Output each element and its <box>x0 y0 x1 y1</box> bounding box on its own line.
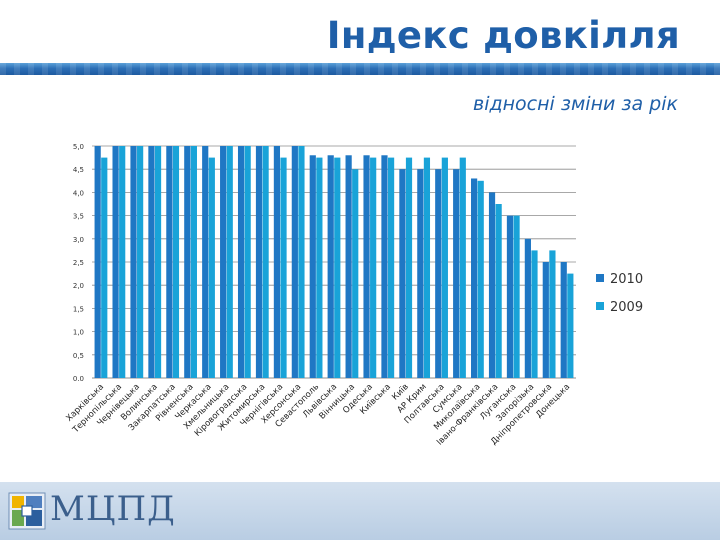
bar-2009 <box>119 146 126 378</box>
bar-2009 <box>244 146 251 378</box>
y-tick-label: 2,0 <box>73 282 84 290</box>
bar-2010 <box>184 146 191 378</box>
bar-2009 <box>370 157 377 378</box>
bar-2009 <box>101 157 108 378</box>
bar-2009 <box>441 157 448 378</box>
slide-subtitle: відносні зміни за рік <box>473 93 678 115</box>
y-tick-label: 5,0 <box>73 143 84 151</box>
y-tick-label: 4,5 <box>73 166 84 174</box>
bar-2010 <box>255 146 263 378</box>
bar-2009 <box>190 146 197 378</box>
bar-2009 <box>154 146 162 378</box>
bar-2009 <box>549 250 556 378</box>
bar-2009 <box>405 157 413 378</box>
bar-2010 <box>381 155 388 378</box>
bar-2009 <box>172 146 180 378</box>
footer-bar <box>0 482 720 540</box>
bar-2009 <box>208 157 215 378</box>
bar-2010 <box>542 262 549 378</box>
bar-2009 <box>280 157 287 378</box>
y-tick-label: 3,0 <box>73 236 84 244</box>
bar-2010 <box>166 146 173 378</box>
y-tick-label: 0,5 <box>73 352 84 360</box>
bar-2009 <box>226 146 233 378</box>
bar-2010 <box>148 146 155 378</box>
legend-label: 2010 <box>610 272 643 287</box>
bar-2009 <box>137 146 144 378</box>
bar-2010 <box>130 146 137 378</box>
bar-2010 <box>273 146 281 378</box>
bar-2010 <box>435 169 442 378</box>
bar-2010 <box>363 155 370 378</box>
bar-2010 <box>220 146 227 378</box>
logo-icon <box>8 492 46 530</box>
legend-swatch <box>596 302 604 310</box>
y-tick-label: 4,0 <box>73 189 84 197</box>
bar-2010 <box>488 192 496 378</box>
bar-2010 <box>471 178 478 378</box>
bar-2010 <box>202 146 209 378</box>
bar-2009 <box>531 250 538 378</box>
bar-2009 <box>298 146 305 378</box>
y-tick-label: 2,5 <box>73 259 84 267</box>
bar-2009 <box>352 169 359 378</box>
bar-2010 <box>560 262 567 378</box>
logo-text: МЦПД <box>50 489 176 529</box>
bar-2010 <box>453 169 460 378</box>
bar-2009 <box>262 146 269 378</box>
bar-2009 <box>495 204 502 378</box>
bar-2010 <box>309 155 316 378</box>
y-tick-label: 1,0 <box>73 329 84 337</box>
bar-2010 <box>237 146 245 378</box>
bar-2010 <box>345 155 352 378</box>
slide-title: Індекс довкілля <box>326 14 680 57</box>
bar-2009 <box>459 157 466 378</box>
bar-2010 <box>524 238 531 378</box>
bar-2009 <box>477 180 484 378</box>
bar-2010 <box>417 169 424 378</box>
bar-chart: 0.00,51,01,52,02,53,03,54,04,55,0Харківс… <box>64 143 643 448</box>
bar-2009 <box>387 157 395 378</box>
bar-2010 <box>291 146 298 378</box>
bar-2010 <box>506 215 514 378</box>
bar-2010 <box>327 155 334 378</box>
y-tick-label: 1,5 <box>73 305 84 313</box>
bar-2009 <box>316 157 323 378</box>
y-tick-label: 3,5 <box>73 213 84 221</box>
bar-2010 <box>112 146 119 378</box>
legend-label: 2009 <box>610 300 643 315</box>
bar-2009 <box>334 157 341 378</box>
bar-2010 <box>94 146 101 378</box>
bar-2009 <box>513 215 520 378</box>
bar-2009 <box>423 157 431 378</box>
y-tick-label: 0.0 <box>73 375 84 383</box>
legend-swatch <box>596 274 604 282</box>
header-stripe <box>0 63 720 75</box>
bar-2009 <box>567 273 574 378</box>
bar-2010 <box>399 169 406 378</box>
